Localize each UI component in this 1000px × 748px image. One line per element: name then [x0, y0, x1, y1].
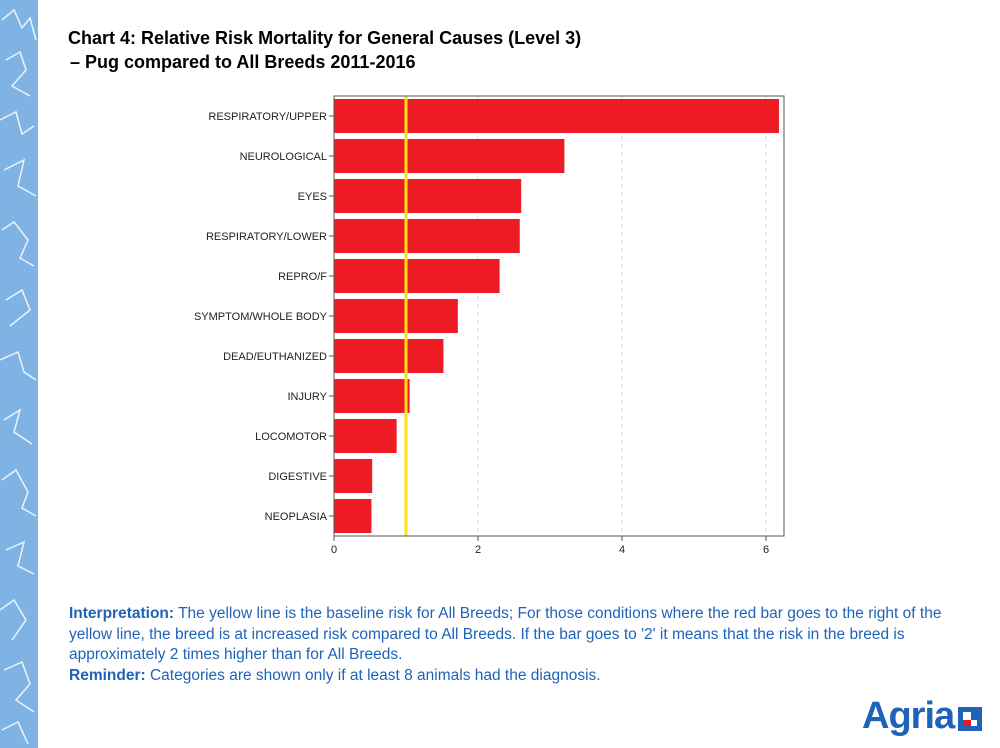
logo-text: Agria — [862, 695, 955, 737]
x-tick-label: 0 — [331, 544, 337, 556]
y-tick-label: SYMPTOM/WHOLE BODY — [194, 311, 328, 323]
bar-neurological — [334, 139, 565, 173]
interpretation-paragraph: Interpretation: The yellow line is the b… — [69, 604, 979, 666]
plot-frame — [333, 95, 785, 537]
title-line-1: Chart 4: Relative Risk Mortality for Gen… — [68, 28, 582, 48]
bar-dead-euthanized — [334, 339, 444, 373]
dog-pattern-icon — [0, 8, 37, 745]
bar-eyes — [334, 179, 522, 213]
y-tick-label: RESPIRATORY/LOWER — [206, 231, 327, 243]
interpretation-text: The yellow line is the baseline risk for… — [69, 605, 942, 663]
y-tick-label: DEAD/EUTHANIZED — [223, 351, 327, 363]
bar-neoplasia — [334, 499, 372, 533]
x-tick-label: 4 — [619, 544, 625, 556]
bar-symptom-whole-body — [334, 299, 458, 333]
y-tick-label: REPRO/F — [278, 271, 327, 283]
y-tick-label: NEOPLASIA — [265, 511, 328, 523]
agria-logo: Agria — [862, 694, 983, 738]
decorative-side-strip — [0, 0, 38, 748]
bar-locomotor — [334, 419, 397, 453]
y-tick-label: NEUROLOGICAL — [240, 151, 327, 163]
bar-digestive — [334, 459, 373, 493]
y-tick-label: EYES — [298, 191, 327, 203]
bar-respiratory-upper — [334, 99, 779, 133]
y-tick-label: INJURY — [287, 391, 327, 403]
x-tick-label: 2 — [475, 544, 481, 556]
y-tick-label: RESPIRATORY/UPPER — [208, 111, 327, 123]
x-tick-label: 6 — [763, 544, 769, 556]
reminder-text: Categories are shown only if at least 8 … — [145, 666, 601, 684]
reminder-label: Reminder: — [69, 666, 146, 684]
reminder-paragraph: Reminder: Categories are shown only if a… — [69, 666, 979, 687]
logo-mark-icon — [958, 707, 983, 731]
bar-injury — [334, 379, 410, 413]
title-line-2: – Pug compared to All Breeds 2011-2016 — [70, 52, 416, 72]
bar-respiratory-lower — [334, 219, 520, 253]
y-tick-label: LOCOMOTOR — [255, 431, 327, 443]
relative-risk-chart: RESPIRATORY/UPPER NEUROLOGICAL EYES RESPIRA… — [160, 90, 800, 565]
bar-chart-svg: RESPIRATORY/UPPER NEUROLOGICAL EYES RESPIRA… — [194, 95, 785, 556]
interpretation-label: Interpretation: — [69, 605, 175, 622]
interpretation-block: Interpretation: The yellow line is the b… — [69, 604, 979, 686]
bar-repro-f — [334, 259, 500, 293]
page-title: Chart 4: Relative Risk Mortality for Gen… — [68, 26, 581, 74]
y-tick-label: DIGESTIVE — [268, 471, 327, 483]
